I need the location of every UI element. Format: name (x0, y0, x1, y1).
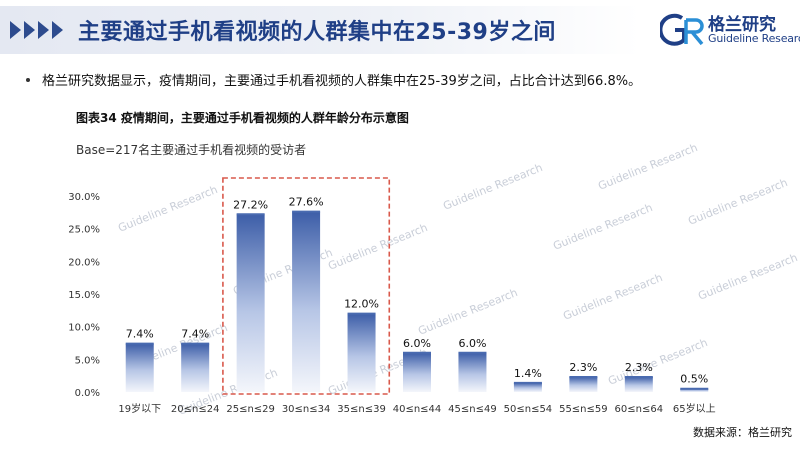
y-tick-label: 10.0% (68, 323, 100, 334)
bullet-dot-icon (26, 77, 30, 82)
bar-55≤n≤59 (569, 376, 598, 392)
x-tick-label: 50≤n≤54 (504, 404, 553, 415)
data-source: 数据来源：格兰研究 (693, 426, 792, 439)
bar-value-label: 2.3% (569, 361, 597, 374)
x-tick-label: 30≤n≤34 (282, 404, 331, 415)
bar-value-label: 1.4% (514, 367, 542, 380)
y-tick-label: 20.0% (68, 257, 100, 268)
header-band (0, 6, 640, 54)
summary-bullet: 格兰研究数据显示，疫情期间，主要通过手机看视频的人群集中在25-39岁之间，占比… (26, 70, 641, 89)
header-bar: 主要通过手机看视频的人群集中在25-39岁之间 格兰研究 Guideline R… (0, 0, 800, 62)
bar-35≤n≤39 (347, 313, 376, 392)
bar-value-label: 6.0% (458, 337, 486, 350)
watermark-text: Guideline Research (686, 176, 789, 228)
y-tick-label: 5.0% (75, 355, 100, 366)
bar-25≤n≤29 (236, 214, 265, 392)
y-tick-label: 25.0% (68, 225, 100, 236)
y-tick-label: 15.0% (68, 290, 100, 301)
chevron-arrows-icon (10, 17, 66, 43)
bar-40≤n≤44 (403, 352, 431, 392)
company-logo: 格兰研究 Guideline Research (660, 8, 800, 54)
bar-50≤n≤54 (513, 382, 542, 392)
bar-value-label: 12.0% (344, 298, 379, 311)
bar-value-label: 6.0% (403, 337, 431, 350)
y-tick-label: 0.0% (75, 388, 100, 399)
bar-60≤n≤64 (624, 376, 653, 392)
page-title: 主要通过手机看视频的人群集中在25-39岁之间 (78, 20, 556, 45)
watermark-text: Guideline Research (326, 221, 429, 273)
x-tick-label: 55≤n≤59 (559, 404, 608, 415)
x-tick-label: 65岁以上 (673, 402, 716, 415)
logo-name-cn: 格兰研究 (708, 15, 776, 35)
logo-name-en: Guideline Research (708, 32, 800, 45)
watermark-text: Guideline Research (561, 271, 664, 323)
bar-value-label: 2.3% (625, 361, 653, 374)
watermark-text: Guideline Research (551, 201, 654, 253)
watermark-text: Guideline Research (441, 161, 544, 213)
x-tick-label: 35≤n≤39 (337, 404, 386, 415)
bar-65岁以上 (680, 388, 709, 392)
y-tick-label: 30.0% (68, 192, 100, 203)
chart-title: 图表34 疫情期间，主要通过手机看视频的人群年龄分布示意图 (76, 111, 409, 125)
x-tick-label: 19岁以下 (118, 402, 161, 415)
bar-30≤n≤34 (292, 211, 321, 392)
bar-19岁以下 (125, 343, 154, 392)
x-tick-label: 60≤n≤64 (615, 404, 664, 415)
watermark-text: Guideline Research (596, 141, 699, 193)
bar-value-label: 27.2% (233, 198, 268, 211)
gr-logo-icon (660, 13, 704, 46)
bar-value-label: 7.4% (126, 328, 154, 341)
x-tick-label: 20≤n≤24 (171, 404, 220, 415)
watermark-text: Guideline Research (116, 183, 219, 235)
summary-text: 格兰研究数据显示，疫情期间，主要通过手机看视频的人群集中在25-39岁之间，占比… (42, 74, 642, 89)
highlight-box (222, 177, 391, 395)
x-tick-label: 40≤n≤44 (393, 404, 442, 415)
x-tick-label: 25≤n≤29 (226, 404, 275, 415)
bar-20≤n≤24 (181, 343, 210, 392)
watermark-text: Guideline Research (696, 251, 799, 303)
bar-value-label: 27.6% (289, 196, 324, 209)
bar-45≤n≤49 (458, 352, 487, 392)
watermark-text: Guideline Research (416, 286, 519, 338)
x-tick-label: 45≤n≤49 (448, 404, 497, 415)
bar-value-label: 7.4% (181, 328, 209, 341)
chart-base-note: Base=217名主要通过手机看视频的受访者 (76, 143, 307, 157)
bar-value-label: 0.5% (680, 373, 708, 386)
